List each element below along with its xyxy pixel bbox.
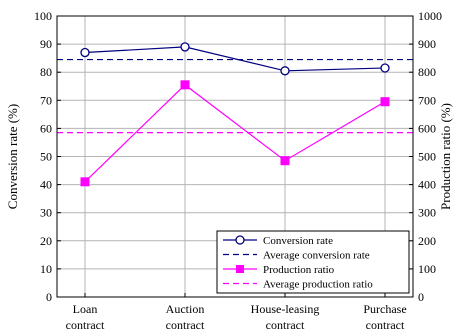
y-axis-right-title: Production ratio (%) [438,103,453,210]
y-left-tick-label: 0 [46,290,52,304]
legend-box [216,230,410,294]
x-tick-label: Purchase [363,302,406,316]
legend-label: Average production ratio [263,279,373,291]
y-left-tick-label: 30 [40,206,52,220]
x-tick-label: contract [266,318,305,332]
legend-label: Average conversion rate [263,250,370,262]
y-right-tick-label: 600 [418,121,436,135]
y-right-tick-label: 1000 [418,9,442,23]
x-tick-label: contract [366,318,405,332]
y-right-tick-label: 200 [418,234,436,248]
data-point [280,66,290,76]
data-point [380,97,390,107]
y-right-tick-label: 900 [418,37,436,51]
x-tick-label: contract [66,318,105,332]
legend-label: Conversion rate [263,235,333,247]
y-right-tick-label: 100 [418,262,436,276]
reference-lines [57,58,413,134]
data-point [280,156,290,166]
y-right-tick-label: 500 [418,150,436,164]
y-right-tick-label: 700 [418,93,436,107]
y-left-tick-label: 90 [40,37,52,51]
y-left-tick-label: 70 [40,93,52,107]
y-left-tick-label: 80 [40,65,52,79]
y-left-tick-label: 20 [40,234,52,248]
legend-marker [235,235,245,245]
data-point [80,177,90,187]
series [80,42,390,187]
x-tick-label: contract [166,318,205,332]
y-right-tick-label: 0 [418,290,424,304]
axes: 0102030405060708090100010020030040050060… [34,9,442,332]
data-point [180,80,190,90]
y-right-tick-label: 800 [418,65,436,79]
y-right-tick-label: 400 [418,178,436,192]
y-right-tick-label: 300 [418,206,436,220]
y-axis-left-title: Conversion rate (%) [5,104,20,209]
legend-marker [236,265,244,273]
x-tick-label: House-leasing [251,302,320,316]
data-point [80,47,90,58]
legend-label: Production ratio [263,264,335,276]
y-left-tick-label: 50 [40,150,52,164]
x-tick-label: Loan [73,302,98,316]
y-left-tick-label: 100 [34,9,52,23]
series-line-0 [84,46,386,72]
y-left-tick-label: 40 [40,178,52,192]
data-point [180,42,190,52]
y-left-tick-label: 60 [40,121,52,135]
x-tick-label: Auction [166,302,205,316]
data-point [380,63,390,73]
legend: Conversion rate Average conversion rate Pr… [216,230,410,294]
y-left-tick-label: 10 [40,262,52,276]
series-line-2 [84,84,386,183]
